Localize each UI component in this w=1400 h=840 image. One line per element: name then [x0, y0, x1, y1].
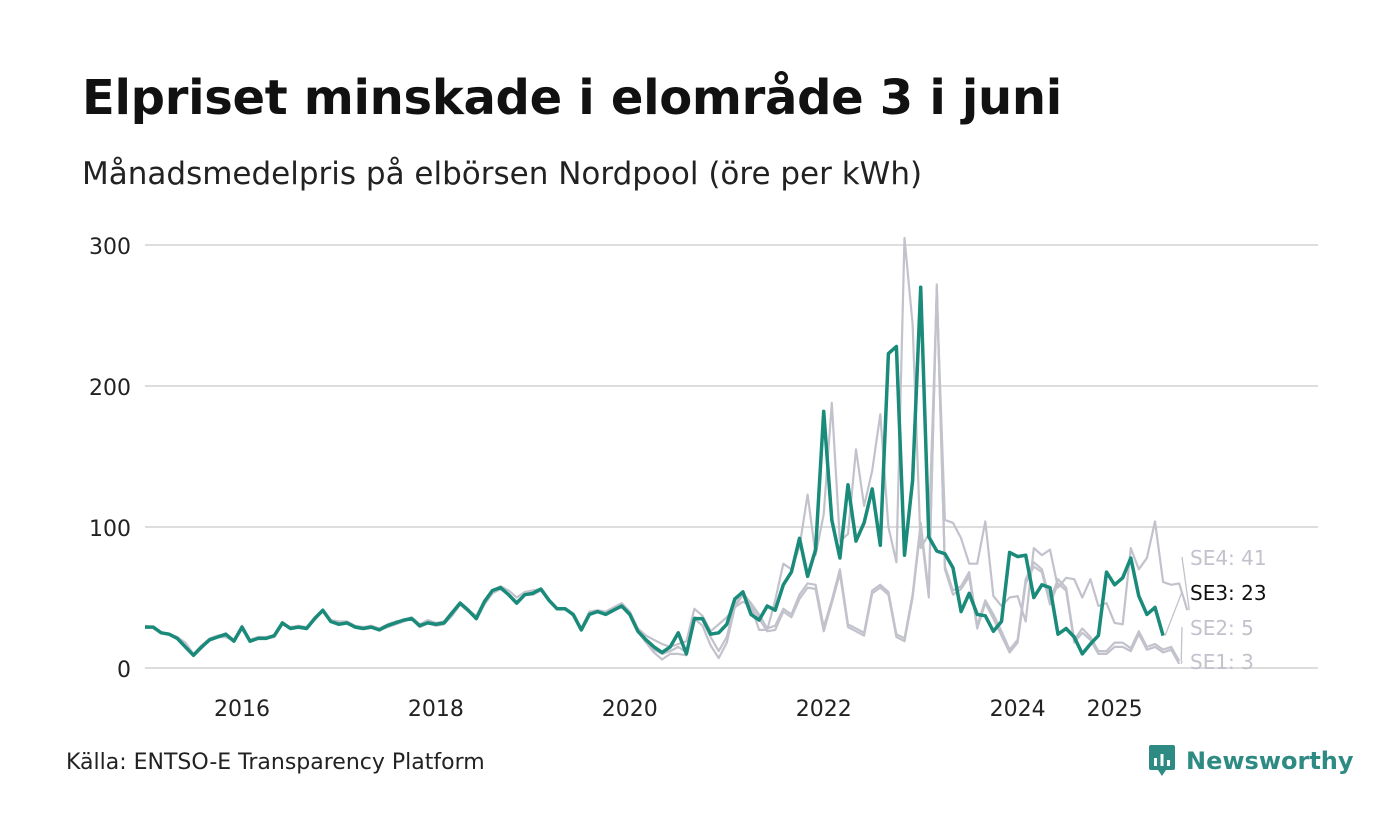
y-tick-label: 0	[117, 658, 131, 683]
series-line-se3	[145, 285, 1165, 658]
y-tick-label: 200	[89, 376, 131, 401]
series-labels: SE1: 3 SE2: 5 SE4: 41 SE3: 23	[1164, 546, 1267, 674]
x-tick-label: 2016	[214, 697, 270, 722]
y-tick-label: 100	[89, 517, 131, 542]
label-connector-se2	[1180, 626, 1183, 661]
x-tick-label: 2020	[602, 697, 658, 722]
chart-subtitle: Månadsmedelpris på elbörsen Nordpool (ör…	[82, 156, 923, 192]
series-label-se3: SE3: 23	[1190, 581, 1267, 605]
series-label-se1: SE1: 3	[1190, 650, 1254, 674]
x-tick-label: 2022	[796, 697, 852, 722]
series-label-se2: SE2: 5	[1190, 616, 1254, 640]
gridlines	[145, 244, 1318, 669]
y-tick-label: 300	[89, 235, 131, 260]
x-tick-label: 2024	[990, 697, 1046, 722]
x-axis: 2016 2018 2020 2022 2024 2025	[214, 697, 1143, 722]
y-axis: 0 100 200 300	[89, 235, 131, 683]
x-tick-label: 2025	[1087, 697, 1143, 722]
label-connector-se3	[1164, 591, 1183, 636]
line-chart: 0 100 200 300 2016 2018 2020 2022 2024 2025 SE1:…	[89, 235, 1318, 722]
brand-logo[interactable]: Newsworthy	[1148, 744, 1354, 778]
series-label-se4: SE4: 41	[1190, 546, 1267, 570]
newsworthy-logo-icon	[1149, 745, 1175, 776]
series-line-se1	[145, 286, 1181, 665]
brand-name: Newsworthy	[1186, 747, 1354, 775]
label-connector-se4	[1181, 556, 1190, 611]
source-note: Källa: ENTSO-E Transparency Platform	[66, 750, 485, 775]
series-lines	[144, 236, 1189, 665]
label-connector-se1	[1180, 660, 1183, 664]
series-line-se2	[145, 283, 1181, 662]
chart-title: Elpriset minskade i elområde 3 i juni	[82, 70, 1062, 126]
x-tick-label: 2018	[408, 697, 464, 722]
